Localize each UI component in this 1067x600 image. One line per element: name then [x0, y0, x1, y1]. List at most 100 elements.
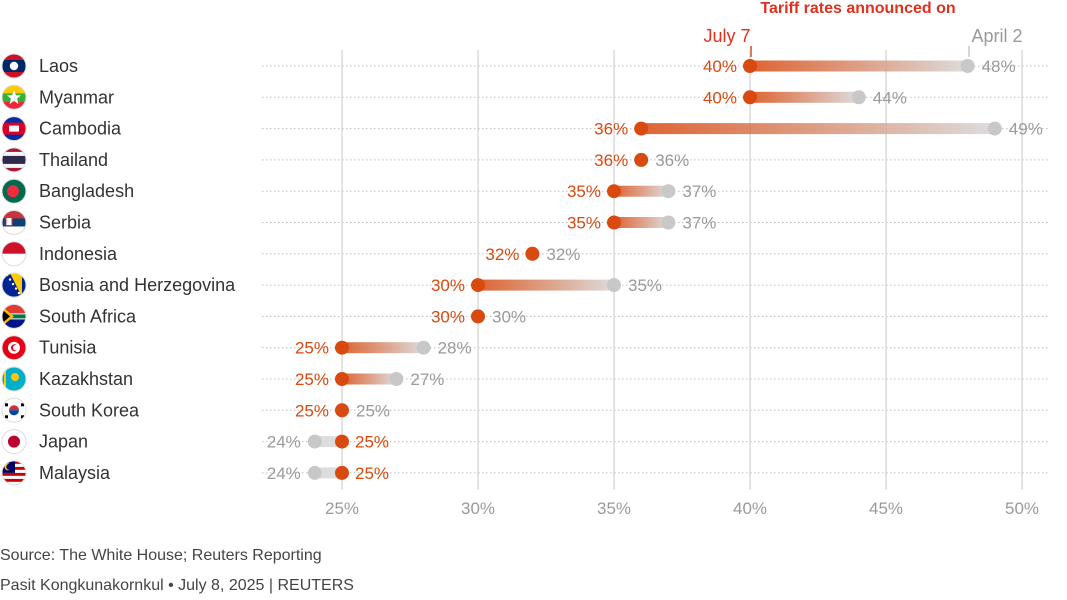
indonesia-flag-icon: [1, 241, 27, 267]
country-row: Malaysia 24% 25%: [1, 460, 1050, 486]
rate-change-connector: [342, 342, 424, 354]
country-row: Thailand 36% 36%: [1, 147, 1050, 173]
april2-dot: [960, 59, 975, 73]
country-name: Kazakhstan: [39, 369, 133, 389]
country-row: Serbia 37% 35%: [1, 210, 1050, 235]
rate-change-connector: [314, 436, 342, 448]
july7-dot: [634, 152, 649, 167]
country-row: Tunisia 28% 25%: [1, 335, 1050, 361]
april2-value-label: 30%: [492, 307, 526, 326]
country-row: Indonesia 32% 32%: [1, 241, 1050, 267]
july7-value-label: 35%: [567, 214, 601, 233]
april2-dot: [661, 184, 676, 199]
july7-dot: [335, 372, 349, 386]
x-tick-label: 25%: [325, 499, 359, 518]
july7-value-label: 40%: [703, 57, 737, 76]
country-name: Thailand: [39, 150, 108, 170]
april2-dot: [389, 372, 404, 386]
country-name: Tunisia: [39, 338, 97, 358]
july7-value-label: 25%: [295, 339, 329, 358]
april2-value-label: 37%: [682, 182, 716, 201]
july7-value-label: 32%: [485, 245, 519, 264]
april2-value-label: 24%: [267, 433, 301, 452]
south-korea-flag-icon: [1, 397, 27, 423]
july7-value-label: 25%: [355, 433, 389, 452]
country-row: Myanmar 44% 40%: [1, 84, 1050, 110]
april2-dot: [307, 465, 322, 480]
country-row: South Africa 30% 30%: [1, 303, 1050, 329]
country-row: South Korea 25% 25%: [1, 397, 1050, 423]
april2-value-label: 35%: [628, 276, 662, 295]
credit-line: Pasit Kongkunakornkul • July 8, 2025 | R…: [0, 577, 354, 594]
country-name: South Korea: [39, 400, 140, 420]
bangladesh-flag-icon: [1, 178, 27, 204]
rate-change-connector: [641, 123, 995, 135]
july7-value-label: 30%: [431, 307, 465, 326]
april2-dot: [661, 215, 676, 230]
x-tick-label: 45%: [869, 499, 903, 518]
april2-value-label: 48%: [982, 57, 1016, 76]
july7-value-label: 25%: [295, 370, 329, 389]
chart-header-title: Tariff rates announced on: [760, 0, 955, 17]
rate-change-connector: [342, 373, 397, 385]
x-tick-label: 40%: [733, 499, 767, 518]
april2-dot: [307, 434, 322, 449]
july7-dot: [471, 278, 485, 293]
april2-value-label: 25%: [356, 401, 390, 420]
grid-lines: [341, 50, 1023, 490]
country-name: Cambodia: [39, 119, 122, 139]
myanmar-flag-icon: [1, 84, 27, 110]
july7-dot: [471, 309, 485, 324]
april2-value-label: 36%: [655, 151, 689, 170]
country-row: Laos 48% 40%: [1, 53, 1050, 79]
april2-dot: [607, 278, 621, 293]
country-name: Myanmar: [39, 87, 114, 107]
cambodia-flag-icon: [1, 116, 27, 142]
july7-dot: [743, 90, 757, 105]
x-tick-label: 30%: [461, 499, 495, 518]
country-name: Bosnia and Herzegovina: [39, 275, 236, 295]
rate-change-connector: [750, 60, 968, 72]
country-name: Serbia: [39, 213, 92, 233]
country-name: Indonesia: [39, 244, 118, 264]
laos-flag-icon: [1, 53, 27, 79]
rate-change-connector: [314, 467, 342, 479]
july7-dot: [335, 465, 349, 480]
rate-change-connector: [614, 185, 669, 197]
tunisia-flag-icon: [1, 335, 27, 361]
country-name: Japan: [39, 432, 88, 452]
july7-dot: [335, 403, 349, 418]
x-tick-label: 35%: [597, 499, 631, 518]
country-name: Malaysia: [39, 463, 111, 483]
april2-dot: [987, 121, 1002, 136]
malaysia-flag-icon: [1, 460, 27, 486]
serbia-flag-icon: [1, 210, 27, 235]
july7-value-label: 30%: [431, 276, 465, 295]
thailand-flag-icon: [1, 147, 27, 173]
july7-dot: [607, 184, 621, 199]
april2-value-label: 32%: [546, 245, 580, 264]
july7-dot: [335, 434, 349, 449]
april2-value-label: 37%: [682, 214, 716, 233]
country-name: Bangladesh: [39, 181, 134, 201]
july7-value-label: 25%: [355, 464, 389, 483]
april2-value-label: 27%: [410, 370, 444, 389]
x-tick-label: 50%: [1005, 499, 1039, 518]
country-row: Bangladesh 37% 35%: [1, 178, 1050, 204]
july7-value-label: 25%: [295, 401, 329, 420]
country-row: Bosnia and Herzegovina 35% 30%: [1, 272, 1050, 298]
july7-value-label: 36%: [594, 151, 628, 170]
july7-value-label: 36%: [594, 120, 628, 139]
kazakhstan-flag-icon: [1, 366, 27, 392]
july7-dot: [634, 121, 649, 136]
april2-value-label: 28%: [438, 339, 472, 358]
south-africa-flag-icon: [1, 303, 27, 329]
april2-value-label: 24%: [267, 464, 301, 483]
july7-dot: [335, 340, 349, 355]
april2-value-label: 44%: [873, 88, 907, 107]
country-row: Japan 24% 25%: [1, 429, 1050, 455]
july7-header-label: July 7: [703, 26, 750, 46]
july7-dot: [607, 215, 621, 230]
x-axis: 25% 30% 35% 40% 45% 50%: [325, 499, 1039, 518]
